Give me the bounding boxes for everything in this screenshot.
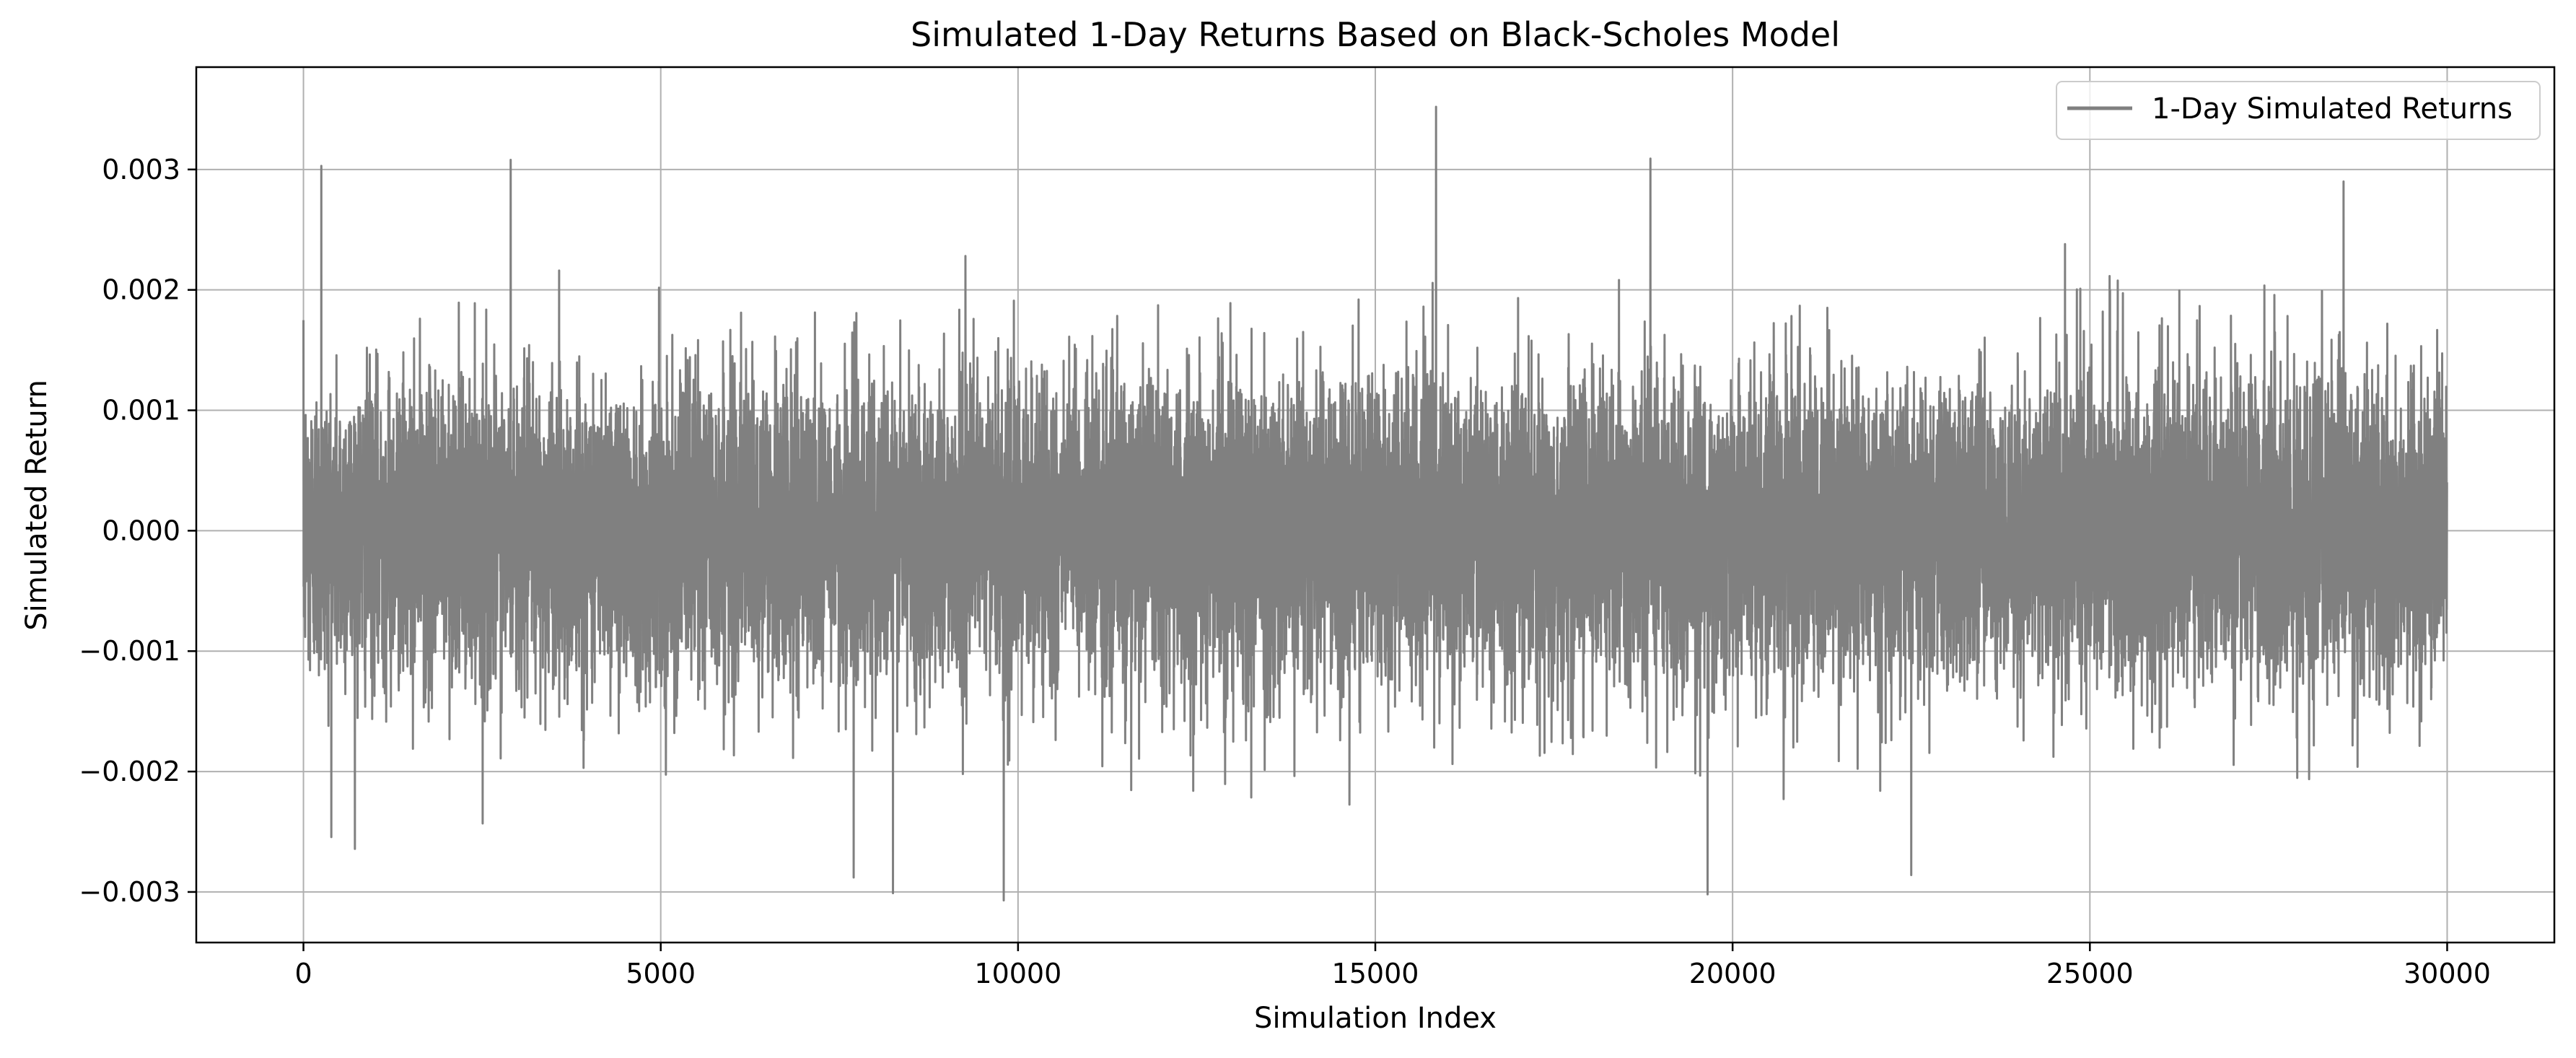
y-tick-label: −0.003 <box>79 876 180 908</box>
y-tick-label: 0.001 <box>102 395 180 427</box>
y-tick-label: 0.002 <box>102 274 180 306</box>
y-axis: −0.003 −0.002 −0.001 0.000 0.001 0.002 0.003 <box>79 154 196 908</box>
chart-title: Simulated 1-Day Returns Based on Black-S… <box>911 15 1840 54</box>
legend: 1-Day Simulated Returns <box>2056 81 2541 140</box>
x-tick-label: 25000 <box>2046 958 2134 989</box>
legend-box <box>2056 81 2541 140</box>
x-tick-label: 5000 <box>626 958 696 989</box>
y-tick-label: 0.003 <box>102 154 180 185</box>
x-tick-label: 0 <box>294 958 312 989</box>
series-line-1-day-simulated-returns <box>302 105 2448 902</box>
series-layer <box>302 105 2448 902</box>
x-tick-label: 10000 <box>974 958 1061 989</box>
y-tick-label: −0.001 <box>79 635 180 667</box>
x-axis: 0 5000 10000 15000 20000 25000 30000 <box>294 943 2491 989</box>
x-tick-label: 15000 <box>1332 958 1419 989</box>
x-tick-label: 20000 <box>1689 958 1777 989</box>
y-axis-label: Simulated Return <box>20 380 53 631</box>
legend-label: 1-Day Simulated Returns <box>2152 92 2513 126</box>
x-axis-label: Simulation Index <box>1254 1002 1497 1035</box>
y-tick-label: 0.000 <box>102 515 180 546</box>
y-tick-label: −0.002 <box>79 756 180 787</box>
x-tick-label: 30000 <box>2404 958 2491 989</box>
